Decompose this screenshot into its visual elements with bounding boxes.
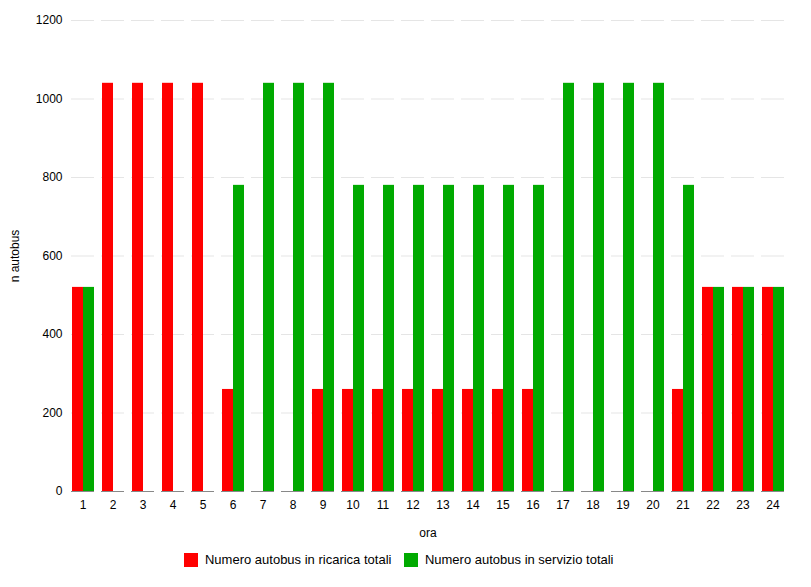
svg-text:24: 24 <box>766 498 780 512</box>
svg-text:200: 200 <box>42 406 62 420</box>
svg-text:1: 1 <box>80 498 87 512</box>
svg-text:800: 800 <box>42 170 62 184</box>
svg-text:n autobus: n autobus <box>8 230 22 283</box>
svg-text:7: 7 <box>260 498 267 512</box>
svg-text:22: 22 <box>706 498 720 512</box>
svg-text:ora: ora <box>419 526 437 540</box>
svg-text:10: 10 <box>346 498 360 512</box>
svg-text:15: 15 <box>496 498 510 512</box>
html-text:Numero autobus in ricarica tot: Numero autobus in ricarica totali <box>205 552 392 567</box>
svg-text:18: 18 <box>586 498 600 512</box>
svg-text:6: 6 <box>230 498 237 512</box>
svg-text:400: 400 <box>42 327 62 341</box>
svg-text:19: 19 <box>616 498 630 512</box>
svg-text:13: 13 <box>436 498 450 512</box>
svg-text:600: 600 <box>42 249 62 263</box>
svg-text:12: 12 <box>406 498 420 512</box>
html-text:Numero autobus in servizio tot: Numero autobus in servizio totali <box>424 552 614 567</box>
svg-text:1000: 1000 <box>36 92 63 106</box>
svg-text:23: 23 <box>736 498 750 512</box>
svg-text:0: 0 <box>56 484 63 498</box>
svg-text:16: 16 <box>526 498 540 512</box>
svg-text:21: 21 <box>676 498 690 512</box>
svg-text:11: 11 <box>377 498 390 512</box>
svg-text:9: 9 <box>320 498 327 512</box>
svg-text:3: 3 <box>140 498 147 512</box>
svg-text:2: 2 <box>110 498 117 512</box>
svg-text:8: 8 <box>290 498 297 512</box>
svg-text:17: 17 <box>556 498 570 512</box>
svg-text:14: 14 <box>466 498 480 512</box>
svg-text:5: 5 <box>200 498 207 512</box>
svg-text:1200: 1200 <box>36 13 63 27</box>
svg-text:20: 20 <box>646 498 660 512</box>
svg-text:4: 4 <box>170 498 177 512</box>
